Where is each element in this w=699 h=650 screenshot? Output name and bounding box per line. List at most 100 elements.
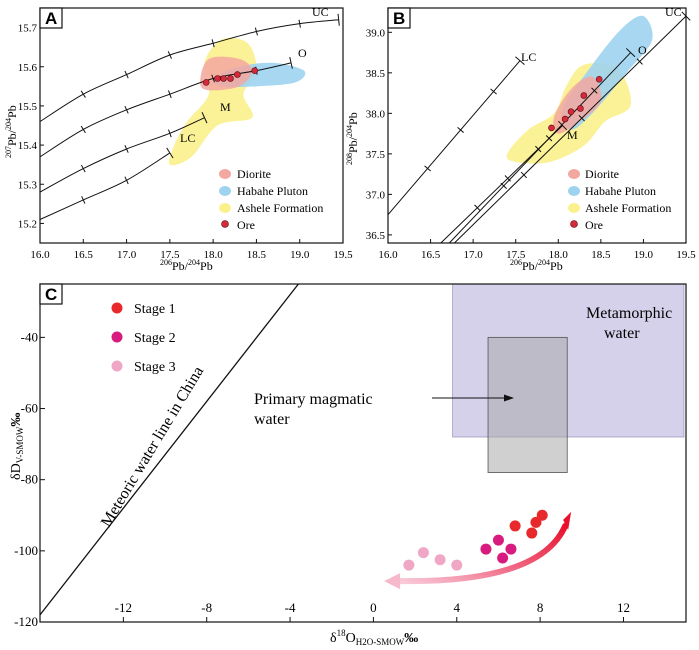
y-tick-label: 15.6 (18, 62, 38, 74)
y-tick-label: -60 (21, 401, 38, 416)
growth-curve-tick (591, 87, 598, 94)
panel-c-stage-points (403, 509, 548, 571)
panel-b-y-label: 208Pb/204Pb (345, 112, 360, 165)
growth-curve-tick (457, 126, 464, 133)
stage-1-point (509, 520, 521, 532)
trend-arrow-shaft (397, 522, 569, 585)
y-label-c-permil: ‰ (9, 413, 24, 427)
panel-a-y-label: 207Pb/204Pb (4, 105, 19, 158)
legend-diorite-swatch (219, 169, 231, 179)
legend-stage2-dot (111, 331, 123, 343)
legend-b-ashele-label: Ashele Formation (585, 201, 671, 215)
y-label-b-sup2: 204 (345, 125, 354, 137)
ore-point (234, 71, 241, 78)
panel-c-legend: Stage 1 Stage 2 Stage 3 (111, 302, 176, 375)
stage-3-point (417, 547, 429, 559)
panel-b-fields (506, 15, 653, 164)
ore-point (214, 75, 221, 82)
ore-point (220, 75, 227, 82)
growth-curve-tick (636, 58, 643, 65)
field-diorite (200, 56, 253, 91)
x-tick-label: 18.5 (591, 249, 611, 261)
ore-point (251, 67, 258, 74)
x-tick-label: 19.0 (634, 249, 654, 261)
panel-c-water-fields (452, 283, 685, 473)
meteoric-water-line (39, 283, 299, 616)
legend-ore-label: Ore (237, 218, 255, 232)
growth-curve-lc (39, 152, 171, 220)
panel-a-y-ticks: 15.2 15.3 15.4 15.5 15.6 15.7 (18, 23, 44, 230)
y-label-a-main: Pb/ (5, 129, 19, 146)
y-tick-label: 15.5 (18, 101, 38, 113)
panel-a-x-ticks: 16.0 16.5 17.0 17.5 18.0 18.5 19.0 19.5 (30, 239, 353, 261)
x-label-a-sup1: 206 (160, 258, 172, 267)
stage-1-point (536, 509, 548, 521)
magmatic-label-line2: water (254, 411, 290, 428)
x-tick-label: -8 (201, 600, 212, 615)
panel-a-legend: Diorite Habahe Pluton Ashele Formation O… (219, 167, 323, 232)
panel-c-x-ticks: -12 -8 -4 0 4 8 12 (115, 600, 630, 622)
ore-point (567, 108, 575, 116)
growth-curve-tick (166, 147, 174, 159)
y-tick-label: 38.0 (366, 108, 386, 120)
y-label-a-sup1: 207 (4, 146, 13, 158)
growth-curve-tick (211, 74, 215, 83)
curve-label-lc: LC (180, 131, 195, 145)
x-tick-label: 16.5 (74, 249, 94, 261)
ore-point (580, 92, 588, 99)
x-label-b-end: Pb (550, 259, 563, 273)
panel-b-legend: Diorite Habahe Pluton Ashele Formation O… (568, 167, 671, 232)
legend-stage1-label: Stage 1 (134, 302, 176, 317)
y-label-c-sub: V-SMOW (15, 426, 25, 463)
growth-curve-tick (80, 125, 86, 134)
y-label-a-sup2: 204 (4, 118, 13, 130)
legend-b-diorite-label: Diorite (585, 167, 619, 181)
y-label-b-main: Pb/ (346, 136, 360, 153)
panel-c-meteoric-line (39, 283, 299, 616)
growth-curve-tick (168, 90, 172, 99)
y-tick-label: 37.5 (366, 149, 386, 161)
curve-label-o: O (298, 46, 307, 60)
y-tick-label: -40 (21, 329, 38, 344)
x-tick-label: 16.5 (421, 249, 441, 261)
panel-c-tag: C (45, 285, 57, 304)
growth-curve-tick (124, 70, 129, 79)
trend-arrow-tail (563, 511, 572, 530)
growth-curve-uc (454, 15, 687, 244)
growth-curve-tick (80, 90, 86, 98)
stage-2-point (492, 534, 504, 546)
legend-b-ashele-swatch (568, 203, 580, 213)
legend-ashele-swatch (219, 203, 231, 213)
growth-curve-tick (80, 164, 86, 173)
y-tick-label: 15.2 (18, 218, 37, 230)
y-tick-label: -80 (21, 472, 38, 487)
stage-1-point (526, 527, 538, 539)
x-label-a-sup2: 204 (188, 258, 200, 267)
growth-curve-tick (681, 11, 691, 21)
curve-label-uc-b: UC (665, 5, 682, 19)
legend-b-ore-swatch (570, 220, 578, 228)
legend-b-habahe-label: Habahe Pluton (585, 184, 656, 198)
panel-c-y-label: δDV-SMOW‰ (9, 413, 25, 480)
x-label-b-main: Pb/ (522, 259, 539, 273)
y-label-a-end: Pb (5, 105, 19, 118)
growth-curve-tick (490, 88, 497, 95)
x-tick-label: 19.5 (333, 249, 353, 261)
x-tick-label: 19.5 (676, 249, 696, 261)
growth-curve-tick (578, 114, 585, 122)
ore-point (202, 79, 210, 86)
x-tick-label: 17.0 (464, 249, 484, 261)
panel-b-frame (387, 7, 687, 244)
y-label-b-end: Pb (346, 112, 360, 125)
x-label-a-main: Pb/ (172, 259, 189, 273)
x-tick-label: 12 (617, 600, 630, 615)
growth-curve-tick (167, 51, 172, 59)
ore-point (561, 115, 569, 123)
y-tick-label: 15.3 (18, 179, 38, 191)
panel-c: -12 -8 -4 0 4 8 12 -120-100-80-60-40 C Stage 1… (9, 283, 687, 647)
growth-curve-tick (168, 129, 172, 138)
legend-ashele-label: Ashele Formation (237, 201, 323, 215)
legend-stage1-dot (111, 302, 123, 314)
y-tick-label: 38.5 (366, 68, 386, 80)
